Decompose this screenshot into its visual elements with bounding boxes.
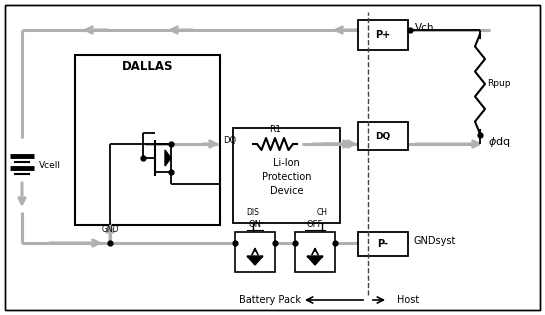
Text: $\phi$dq: $\phi$dq bbox=[488, 135, 511, 149]
Text: CH: CH bbox=[317, 208, 328, 217]
Text: Host: Host bbox=[397, 295, 419, 305]
Bar bbox=[233, 128, 340, 223]
Polygon shape bbox=[307, 256, 323, 265]
Text: P-: P- bbox=[378, 239, 389, 249]
Text: P+: P+ bbox=[376, 30, 391, 40]
Text: DQ: DQ bbox=[376, 131, 391, 140]
Bar bbox=[235, 232, 275, 272]
Bar bbox=[358, 122, 408, 150]
Text: OFF: OFF bbox=[307, 220, 323, 229]
Text: Protection: Protection bbox=[262, 173, 311, 182]
Bar bbox=[75, 55, 220, 225]
Text: Li-Ion: Li-Ion bbox=[273, 158, 300, 169]
Text: R1: R1 bbox=[269, 125, 281, 134]
Text: GNDsyst: GNDsyst bbox=[413, 236, 456, 246]
Bar bbox=[358, 232, 408, 256]
Polygon shape bbox=[247, 256, 263, 265]
Text: ON: ON bbox=[249, 220, 262, 229]
Polygon shape bbox=[165, 150, 171, 166]
Text: Device: Device bbox=[270, 186, 303, 197]
Text: DQ: DQ bbox=[223, 135, 236, 145]
Text: Rpup: Rpup bbox=[487, 79, 511, 89]
Bar bbox=[295, 232, 335, 272]
Text: DIS: DIS bbox=[246, 208, 259, 217]
Text: Vch: Vch bbox=[415, 23, 434, 33]
Text: Vcell: Vcell bbox=[39, 161, 61, 169]
Text: GND: GND bbox=[101, 225, 119, 234]
Bar bbox=[358, 20, 408, 50]
Text: Battery Pack: Battery Pack bbox=[239, 295, 301, 305]
Text: DALLAS: DALLAS bbox=[122, 60, 173, 73]
